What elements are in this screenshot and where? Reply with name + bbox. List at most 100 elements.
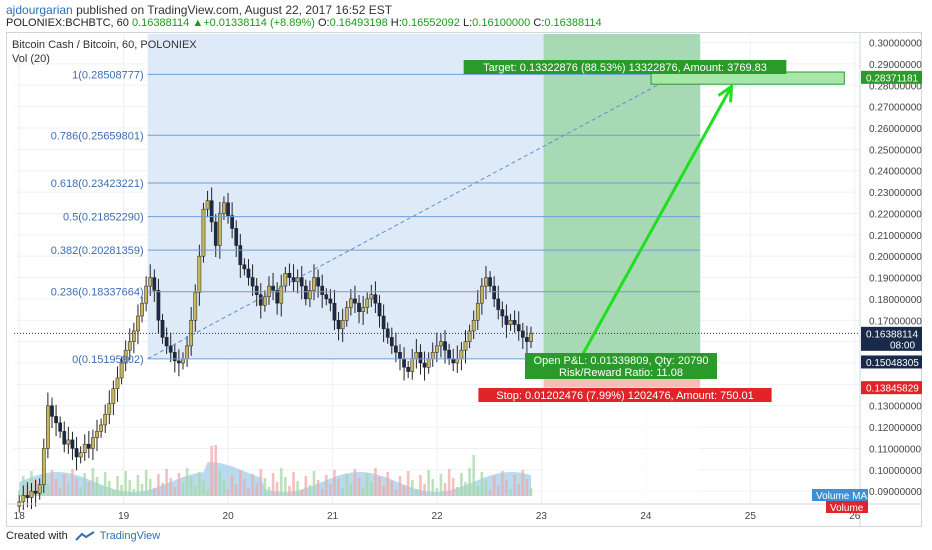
volume-bar	[370, 482, 373, 496]
candle-body	[475, 302, 480, 321]
candle-body	[152, 277, 157, 291]
volume-bar	[112, 490, 115, 496]
volume-bar	[349, 483, 353, 496]
candle-body	[193, 292, 198, 321]
candle-body	[66, 439, 71, 445]
y-tick-label: 0.09000000	[869, 487, 922, 498]
volume-bar	[292, 472, 295, 496]
candle-body	[455, 358, 460, 364]
x-tick-label: 23	[536, 511, 548, 522]
candle-body	[148, 277, 153, 287]
candle-body	[132, 330, 136, 342]
volume-bar	[501, 471, 504, 496]
candle-body	[398, 352, 402, 359]
candle-body	[46, 405, 50, 449]
volume-tag: Volume	[830, 503, 864, 514]
candle-body	[37, 484, 42, 494]
volume-bar	[210, 446, 213, 496]
price-chart[interactable]: 1(0.28508777) 0.786(0.25659801) 0.618(0.23…	[6, 32, 922, 527]
volume-bar	[365, 473, 369, 496]
candle-body	[213, 221, 218, 246]
axes-layer: 0.30000000 0.29000000 0.28000000 0.27000000…	[6, 32, 922, 527]
volume-bar	[120, 485, 123, 496]
candle-body	[29, 490, 34, 498]
candle-body	[144, 285, 148, 304]
candle-body	[25, 495, 30, 498]
x-tick-label: 18	[14, 511, 26, 522]
candle-body	[373, 294, 378, 304]
candle-body	[389, 337, 394, 347]
candle-body	[185, 345, 189, 359]
volume-layer	[17, 445, 533, 496]
volume-bar	[337, 479, 340, 496]
volume-bar	[484, 481, 488, 496]
candle-body	[263, 296, 267, 306]
y-tick-label: 0.21000000	[869, 231, 922, 242]
candle-body	[234, 228, 239, 246]
candle-body	[172, 352, 177, 362]
volume-bar	[50, 470, 54, 496]
x-tick-label: 21	[327, 511, 339, 522]
volume-bar	[415, 489, 418, 496]
candle-body	[332, 302, 337, 321]
price-tag-bg	[861, 381, 922, 395]
volume-bar	[464, 482, 467, 496]
candle-body	[308, 290, 312, 300]
volume-bar	[451, 478, 455, 496]
volume-bar	[226, 489, 230, 496]
pl-label: Open P&L: 0.01339809, Qty: 20790	[534, 355, 709, 367]
candle-body	[250, 277, 255, 287]
tradingview-logo-icon	[75, 531, 95, 541]
volume-bar	[230, 475, 234, 496]
volume-bar	[378, 477, 381, 496]
tradingview-link[interactable]: TradingView	[99, 530, 161, 542]
quote-line: POLONIEX:BCHBTC, 60 0.16388114 ▲+0.01338…	[6, 17, 602, 29]
candle-body	[426, 358, 431, 368]
publish-line: ajdourgarian published on TradingView.co…	[6, 3, 392, 17]
stop-label: Stop: 0.01202476 (7.99%) 1202476, Amount…	[496, 390, 753, 402]
volume-bar	[140, 484, 144, 496]
candle-body	[86, 443, 91, 449]
candle-body	[123, 349, 128, 364]
volume-bar	[402, 485, 406, 496]
author-link[interactable]: ajdourgarian	[6, 3, 73, 17]
volume-bar	[492, 476, 496, 496]
volume-bar	[247, 488, 250, 496]
volume-bar	[300, 490, 304, 496]
candle-body	[160, 320, 165, 338]
volume-bar	[488, 490, 492, 496]
candle-body	[467, 330, 472, 342]
candle-body	[484, 277, 488, 287]
candle-body	[394, 345, 398, 353]
volume-bar	[324, 475, 328, 496]
below-stop-zone	[543, 387, 701, 504]
volume-bar	[329, 484, 332, 496]
open-value: 0.16493198	[329, 17, 388, 29]
volume-bar	[136, 475, 140, 496]
volume-bar	[320, 489, 324, 496]
candle-body	[312, 277, 316, 291]
volume-bar	[128, 480, 132, 496]
volume-bar	[468, 468, 471, 496]
volume-bar	[460, 473, 463, 496]
candle-body	[127, 341, 132, 351]
projection-arrow	[581, 85, 733, 355]
candle-body	[443, 341, 447, 351]
volume-bar	[505, 480, 508, 496]
volume-bar	[263, 478, 267, 496]
low-label: L:	[462, 17, 473, 29]
candle-body	[119, 362, 124, 379]
candle-body	[504, 315, 509, 325]
candle-body	[254, 285, 259, 295]
candle-body	[500, 309, 505, 317]
rr-label: Risk/Reward Ratio: 11.08	[559, 367, 683, 379]
candle-body	[136, 315, 140, 332]
volume-indicator-label: Vol (20)	[12, 53, 50, 65]
candle-body	[226, 202, 230, 216]
volume-bar	[169, 478, 173, 496]
candle-body	[377, 302, 382, 317]
price-tag: 0.15048305	[866, 358, 919, 369]
candle-body	[344, 307, 349, 321]
candle-body	[406, 367, 411, 372]
volume-bar	[271, 473, 275, 496]
